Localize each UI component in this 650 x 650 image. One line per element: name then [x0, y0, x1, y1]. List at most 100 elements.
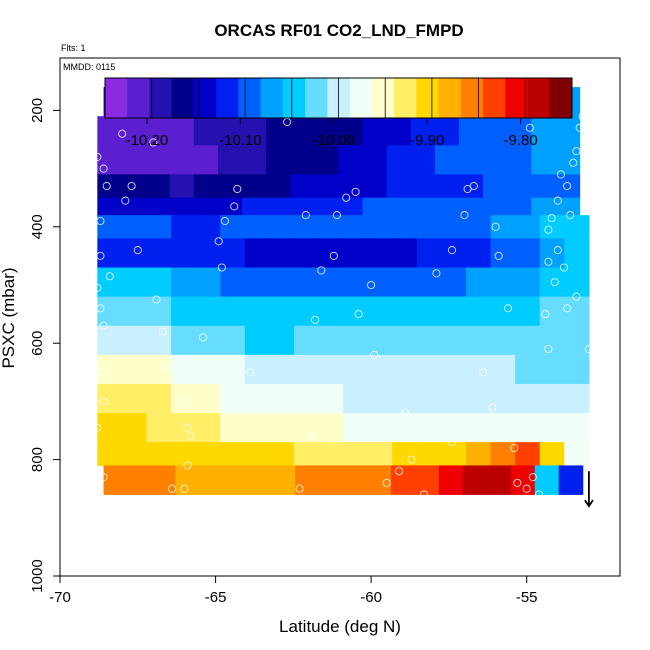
heatmap-cell — [386, 174, 412, 199]
heatmap-cell — [293, 215, 320, 239]
y-axis-label: PSXC (mbar) — [0, 267, 18, 368]
heatmap-cell — [410, 174, 436, 199]
flight-sample-point — [118, 129, 127, 138]
heatmap-cell — [290, 116, 315, 146]
heatmap-cell — [195, 383, 221, 414]
heatmap-cell — [220, 267, 246, 298]
heatmap-cell — [293, 267, 320, 298]
heatmap-cell — [242, 116, 267, 146]
heatmap-cell — [145, 174, 171, 199]
heatmap-cell — [490, 267, 516, 298]
heatmap-cell — [539, 267, 565, 298]
heatmap-cell — [490, 325, 516, 356]
heatmap-cell — [392, 325, 418, 356]
heatmap-cell — [293, 238, 320, 268]
flight-sample-point — [522, 484, 531, 493]
heatmap-cell — [416, 442, 443, 466]
heatmap-cell — [391, 465, 416, 495]
flight-sample-point — [96, 251, 105, 260]
heatmap-cell — [145, 197, 171, 216]
heatmap-cell — [515, 267, 541, 298]
heatmap-cell — [266, 145, 291, 175]
heatmap-cell — [293, 413, 320, 443]
flight-sample-point — [581, 94, 590, 103]
flight-sample-point — [491, 222, 500, 231]
heatmap-cell — [169, 145, 195, 175]
heatmap-cell — [343, 267, 369, 298]
heatmap-cell — [367, 442, 393, 466]
heatmap-cell — [193, 116, 219, 146]
flight-sample-point — [351, 187, 360, 196]
heatmap-cell — [539, 413, 565, 443]
heatmap-cell — [195, 267, 221, 298]
heatmap-cell — [97, 354, 123, 385]
colorbar-segment — [371, 78, 395, 118]
heatmap-cell — [343, 354, 369, 385]
heatmap-cell — [441, 383, 467, 414]
heatmap-cell — [103, 465, 129, 495]
heatmap-cell — [121, 296, 148, 327]
heatmap-cell — [269, 413, 295, 443]
flight-sample-point — [535, 490, 544, 499]
heatmap-cell — [343, 413, 369, 443]
flight-sample-point — [525, 123, 534, 132]
heatmap-cell — [97, 197, 123, 216]
heatmap-cell — [416, 238, 443, 268]
heatmap-cell — [127, 465, 153, 495]
heatmap-cell — [195, 215, 221, 239]
y-tick-label: 600 — [29, 331, 46, 356]
colorbar-segment — [282, 78, 306, 118]
end-marker-arrowhead — [584, 499, 594, 508]
heatmap-cell — [121, 267, 148, 298]
colorbar-segment — [127, 78, 150, 118]
heatmap-cell — [515, 296, 541, 327]
flight-sample-point — [96, 304, 105, 313]
heatmap-cell — [195, 238, 221, 268]
heatmap-cell — [539, 354, 565, 385]
heatmap-cell — [434, 145, 460, 175]
flight-sample-point — [214, 237, 223, 246]
colorbar-segment — [171, 78, 195, 118]
heatmap-cell — [462, 465, 488, 495]
flight-sample-point — [401, 408, 410, 418]
colorbar-segment — [238, 78, 262, 118]
flight-sample-point — [566, 211, 575, 220]
colorbar-segment — [260, 78, 284, 118]
heatmap-cell — [195, 354, 221, 385]
heatmap-cell — [441, 296, 467, 327]
heatmap-cell — [242, 174, 267, 199]
heatmap-cell — [564, 383, 590, 414]
heatmap-cell — [459, 174, 484, 199]
heatmap-cell — [269, 383, 295, 414]
x-tick-label: -65 — [205, 589, 227, 606]
heatmap-cell — [220, 383, 246, 414]
heatmap-cell — [295, 465, 320, 495]
flight-sample-point — [469, 181, 478, 191]
heatmap-cell — [195, 413, 221, 443]
heatmap-cell — [441, 354, 467, 385]
flight-sample-point — [317, 266, 326, 275]
heatmap-cell — [121, 116, 147, 146]
heatmap-cell — [244, 296, 270, 327]
heatmap-cell — [269, 267, 295, 298]
heatmap-cell — [367, 383, 393, 414]
heatmap-cell — [564, 354, 590, 385]
heatmap-cell — [531, 145, 557, 175]
flight-sample-point — [575, 123, 584, 132]
heatmap-cell — [146, 442, 172, 466]
heatmap-cell — [392, 238, 418, 268]
flight-sample-point — [447, 246, 457, 255]
heatmap-cell — [434, 197, 460, 216]
y-tick-label: 800 — [29, 447, 46, 472]
heatmap-cell — [269, 215, 295, 239]
heatmap-cell — [171, 215, 197, 239]
heatmap-cell — [269, 296, 295, 327]
heatmap-cell — [434, 174, 460, 199]
x-axis-label: Latitude (deg N) — [279, 617, 401, 636]
heatmap-cell — [367, 413, 393, 443]
heatmap-cell — [539, 215, 565, 239]
heatmap-cell — [223, 465, 248, 495]
flight-sample-point — [161, 362, 170, 371]
heatmap-cell — [531, 197, 557, 216]
heatmap-cell — [293, 325, 320, 356]
